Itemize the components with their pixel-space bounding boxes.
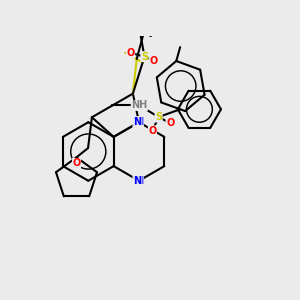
Text: S: S: [141, 52, 148, 62]
Text: N: N: [135, 176, 143, 186]
Text: N: N: [135, 117, 143, 127]
Text: O: O: [150, 56, 158, 65]
Text: O: O: [148, 126, 157, 136]
Text: S: S: [155, 112, 162, 122]
Text: O: O: [127, 48, 135, 58]
Text: NH: NH: [131, 100, 148, 110]
Text: O: O: [166, 118, 174, 128]
Text: N: N: [134, 117, 142, 127]
Text: N: N: [134, 176, 142, 186]
Text: O: O: [72, 158, 81, 169]
